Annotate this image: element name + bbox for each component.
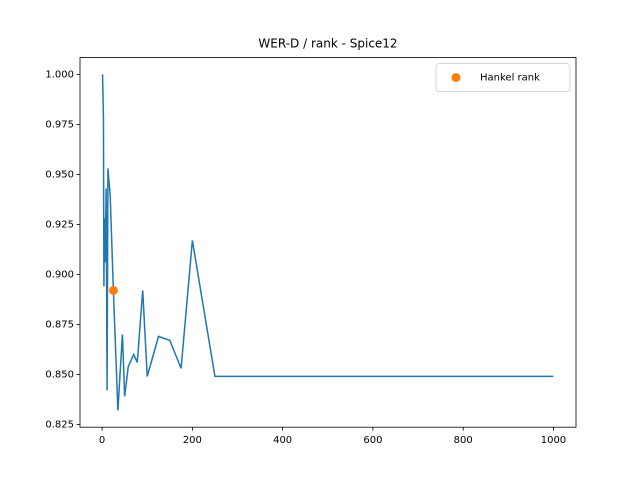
y-tick-label: 0.975 bbox=[45, 119, 74, 130]
legend-marker bbox=[451, 73, 461, 83]
plot-frame bbox=[79, 57, 577, 428]
legend-label: Hankel rank bbox=[480, 73, 540, 84]
y-tick-label: 0.825 bbox=[45, 419, 74, 430]
x-tick-label: 800 bbox=[454, 435, 473, 446]
line bbox=[101, 74, 554, 411]
x-tick-label: 1000 bbox=[541, 435, 566, 446]
y-tick-label: 0.900 bbox=[45, 269, 74, 280]
y-tick-label: 0.950 bbox=[45, 169, 74, 180]
legend-box bbox=[435, 63, 571, 92]
x-tick-label: 0 bbox=[99, 435, 105, 446]
x-tick-label: 600 bbox=[363, 435, 382, 446]
chart-title: WER-D / rank - Spice12 bbox=[258, 37, 397, 51]
y-tick-label: 0.925 bbox=[45, 219, 74, 230]
y-tick-label: 0.875 bbox=[45, 319, 74, 330]
y-tick-label: 1.000 bbox=[45, 69, 74, 80]
x-tick-label: 400 bbox=[273, 435, 292, 446]
x-tick-label: 200 bbox=[183, 435, 202, 446]
y-tick-label: 0.850 bbox=[45, 369, 74, 380]
marker bbox=[108, 285, 118, 295]
